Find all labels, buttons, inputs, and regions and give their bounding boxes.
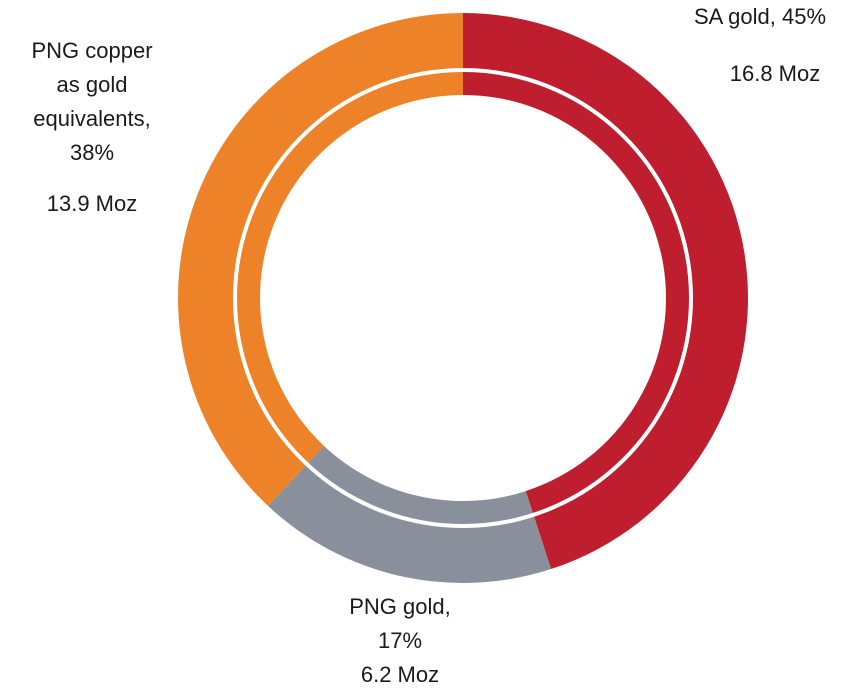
segment-label: SA gold, 45% [694, 4, 826, 29]
segment-label: as gold [57, 72, 128, 97]
segment-label: PNG copper [31, 38, 152, 63]
amount-label: 6.2 Moz [361, 662, 439, 687]
segment-label: 17% [378, 628, 422, 653]
ring-divider [233, 68, 693, 528]
segment-label: equivalents, [33, 106, 150, 131]
donut-segment [177, 13, 463, 506]
segment-label: PNG gold, [349, 594, 451, 619]
amount-label: 13.9 Moz [47, 191, 138, 216]
amount-label: 16.8 Moz [730, 61, 821, 86]
donut-segment [463, 13, 748, 570]
donut-segment [267, 445, 552, 583]
segment-label: 38% [70, 140, 114, 165]
